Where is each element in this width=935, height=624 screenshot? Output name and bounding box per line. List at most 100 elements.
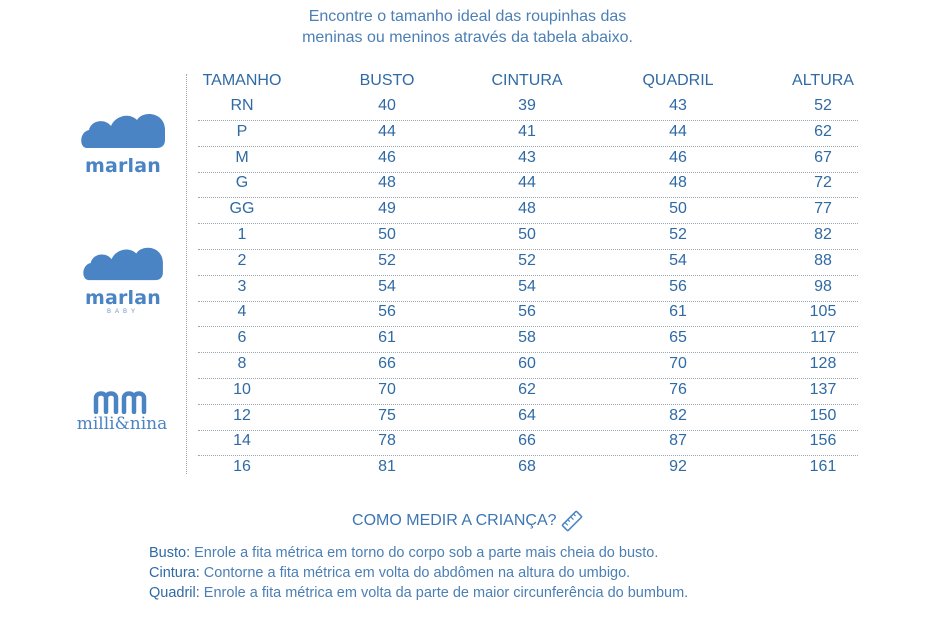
cell-tamanho: 10 bbox=[233, 380, 251, 398]
cell-quadril: 54 bbox=[669, 251, 687, 269]
cell-cintura: 52 bbox=[518, 251, 536, 269]
cell-altura: 72 bbox=[814, 174, 832, 192]
marlan-logo: marlan bbox=[78, 110, 168, 177]
cell-cintura: 56 bbox=[518, 303, 536, 321]
cintura-instruction: Cintura: Contorne a fita métrica em volt… bbox=[149, 563, 688, 583]
table-row: 6 61 58 65 117 bbox=[198, 327, 858, 354]
busto-instruction: Busto: Enrole a fita métrica em torno do… bbox=[149, 543, 688, 563]
cell-altura: 150 bbox=[809, 406, 837, 424]
cell-quadril: 76 bbox=[669, 380, 687, 398]
table-row: GG 49 48 50 77 bbox=[198, 198, 858, 225]
cell-cintura: 39 bbox=[518, 97, 536, 114]
header-cintura: CINTURA bbox=[491, 72, 563, 89]
cell-altura: 62 bbox=[814, 122, 832, 140]
how-to-measure-title-text: COMO MEDIR A CRIANÇA? bbox=[352, 512, 557, 530]
cell-cintura: 60 bbox=[518, 355, 536, 372]
millinina-logo: milli&nina bbox=[62, 388, 182, 434]
cell-busto: 75 bbox=[378, 406, 396, 424]
cell-altura: 161 bbox=[809, 458, 837, 476]
cell-tamanho: M bbox=[235, 148, 249, 166]
cell-quadril: 52 bbox=[669, 226, 687, 243]
cloud-icon bbox=[81, 114, 165, 148]
how-to-measure-title: COMO MEDIR A CRIANÇA? bbox=[0, 510, 935, 532]
cell-cintura: 54 bbox=[518, 277, 536, 295]
cell-busto: 70 bbox=[378, 380, 396, 398]
cintura-text: Contorne a fita métrica em volta do abdô… bbox=[199, 565, 631, 581]
marlan-logo-text: marlan bbox=[84, 155, 162, 177]
cell-quadril: 50 bbox=[669, 200, 687, 218]
cell-tamanho: 1 bbox=[237, 226, 247, 243]
cell-busto: 81 bbox=[378, 458, 396, 476]
cell-quadril: 65 bbox=[669, 329, 687, 347]
ruler-icon bbox=[561, 510, 583, 532]
cell-altura: 52 bbox=[814, 97, 832, 114]
cell-quadril: 87 bbox=[669, 432, 687, 450]
table-row: 10 70 62 76 137 bbox=[198, 379, 858, 405]
cell-busto: 52 bbox=[378, 251, 396, 269]
cell-cintura: 41 bbox=[518, 122, 536, 140]
cell-busto: 46 bbox=[378, 148, 396, 166]
cell-tamanho: 16 bbox=[233, 458, 251, 476]
cell-quadril: 56 bbox=[669, 277, 687, 295]
cell-busto: 78 bbox=[378, 432, 396, 450]
cell-quadril: 44 bbox=[669, 122, 687, 140]
busto-label: Busto: bbox=[149, 545, 191, 561]
quadril-text: Enrole a fita métrica em volta da parte … bbox=[199, 585, 689, 601]
marlan-baby-logo-text: marlan bbox=[84, 287, 162, 309]
cell-tamanho: 6 bbox=[237, 329, 247, 347]
table-row: RN 40 39 43 52 bbox=[198, 95, 858, 121]
brand-divider bbox=[186, 74, 187, 474]
cell-tamanho: G bbox=[235, 174, 249, 192]
size-table-header: TAMANHO BUSTO CINTURA QUADRIL ALTURA bbox=[0, 72, 935, 92]
cell-altura: 117 bbox=[810, 329, 836, 347]
millinina-logo-text: milli&nina bbox=[76, 414, 168, 434]
intro-line-1: Encontre o tamanho ideal das roupinhas d… bbox=[308, 8, 627, 25]
cell-cintura: 64 bbox=[518, 406, 536, 424]
cell-cintura: 58 bbox=[518, 329, 536, 347]
header-busto: BUSTO bbox=[359, 72, 415, 89]
cell-tamanho: 14 bbox=[233, 432, 251, 450]
header-tamanho: TAMANHO bbox=[202, 72, 282, 89]
cell-cintura: 44 bbox=[518, 174, 536, 192]
cell-quadril: 43 bbox=[669, 97, 687, 114]
intro-text: Encontre o tamanho ideal das roupinhas d… bbox=[0, 6, 935, 48]
cell-cintura: 48 bbox=[518, 200, 536, 218]
table-row: 3 54 54 56 98 bbox=[198, 276, 858, 302]
marlan-baby-logo: marlan BABY bbox=[78, 244, 168, 315]
cell-busto: 44 bbox=[378, 122, 396, 140]
intro-line-2: meninas ou meninos através da tabela aba… bbox=[302, 29, 633, 46]
cell-tamanho: 8 bbox=[237, 355, 247, 372]
table-row: 16 81 68 92 161 bbox=[198, 456, 858, 481]
header-quadril: QUADRIL bbox=[642, 72, 714, 89]
cell-altura: 82 bbox=[814, 226, 832, 243]
cell-quadril: 61 bbox=[669, 303, 687, 321]
table-row: M 46 43 46 67 bbox=[198, 147, 858, 173]
table-row: G 48 44 48 72 bbox=[198, 172, 858, 199]
cell-busto: 50 bbox=[378, 226, 396, 243]
cell-quadril: 92 bbox=[669, 458, 687, 476]
cell-altura: 156 bbox=[809, 432, 837, 450]
cintura-label: Cintura: bbox=[149, 565, 200, 581]
table-row: 8 66 60 70 128 bbox=[198, 353, 858, 379]
cell-tamanho: 12 bbox=[233, 406, 251, 424]
table-row: 4 56 56 61 105 bbox=[198, 301, 858, 328]
cell-altura: 137 bbox=[809, 380, 837, 398]
measure-instructions: Busto: Enrole a fita métrica em torno do… bbox=[149, 543, 688, 603]
cell-busto: 54 bbox=[378, 277, 396, 295]
cell-busto: 66 bbox=[378, 355, 396, 372]
header-altura: ALTURA bbox=[792, 72, 854, 89]
cell-tamanho: GG bbox=[229, 200, 255, 218]
quadril-instruction: Quadril: Enrole a fita métrica em volta … bbox=[149, 583, 688, 603]
cell-quadril: 70 bbox=[669, 355, 687, 372]
cell-busto: 40 bbox=[378, 97, 396, 114]
cell-cintura: 68 bbox=[518, 458, 536, 476]
cell-busto: 61 bbox=[378, 329, 396, 347]
cell-tamanho: 2 bbox=[237, 251, 247, 269]
table-row: 12 75 64 82 150 bbox=[198, 405, 858, 431]
cell-cintura: 43 bbox=[518, 148, 536, 166]
marlan-baby-sub: BABY bbox=[106, 309, 139, 315]
cell-tamanho: 4 bbox=[237, 303, 247, 321]
cell-altura: 98 bbox=[814, 277, 832, 295]
quadril-label: Quadril: bbox=[149, 585, 200, 601]
cell-altura: 88 bbox=[814, 251, 832, 269]
